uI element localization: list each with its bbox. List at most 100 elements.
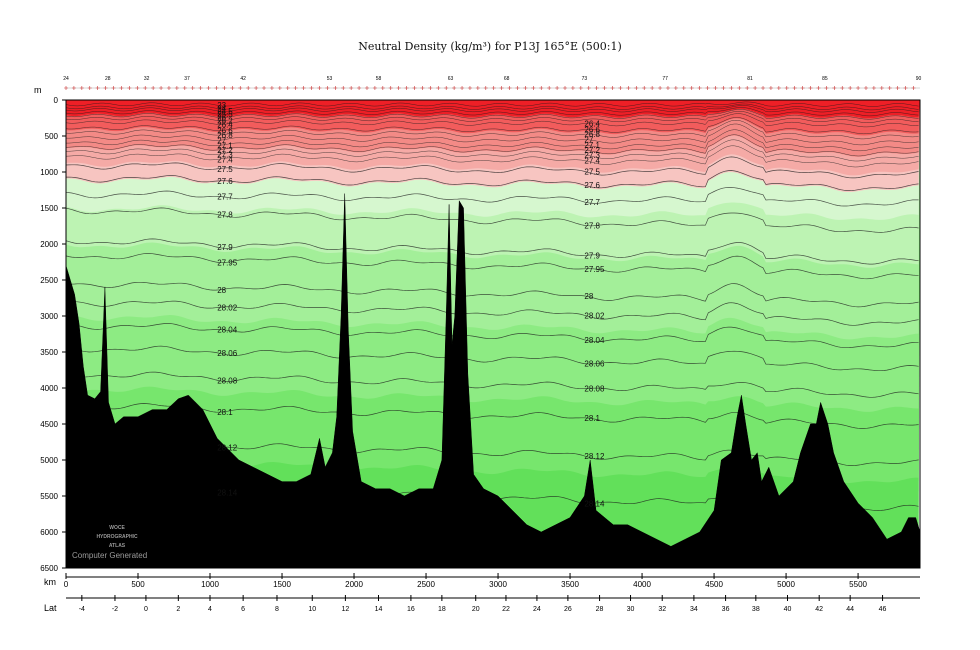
station-marker [800,86,805,90]
isopycnal-27-5 [66,156,919,179]
isopycnal-26-6 [66,117,919,135]
isopycnal-contours [66,101,919,511]
station-marker [840,86,845,90]
isopycnal-28-06 [66,345,919,372]
isopycnal-24-5 [66,105,919,113]
contour-label-28-14: 28.14 [584,499,605,508]
isopycnal-26-2 [66,111,919,123]
lat-tick-label: -2 [112,606,118,613]
station-marker [293,86,298,90]
lat-tick-label: 38 [752,606,760,613]
chart-title: Neutral Density (kg/m³) for P13J 165°E (… [358,40,622,53]
station-marker [143,86,148,90]
isopycnal-27-9 [66,238,919,265]
lat-tick-label: 10 [308,606,316,613]
y-tick-label: 2500 [40,276,58,285]
station-marker [111,86,116,90]
station-marker [721,86,726,90]
station-marker [911,86,916,90]
y-tick-label: 4000 [40,384,58,393]
station-marker [349,86,354,90]
contour-label-28-04: 28.04 [217,326,238,335]
station-label: 32 [144,76,150,82]
station-marker [531,86,536,90]
contour-label-27-4: 27.4 [217,156,233,165]
station-marker [602,86,607,90]
contour-label-27-7: 27.7 [217,192,233,201]
contour-label-27-9: 27.9 [217,243,233,252]
station-marker [460,86,465,90]
contour-label-28-14: 28.14 [217,489,238,498]
contour-label-26-8: 26.8 [584,130,600,139]
station-marker [863,86,868,90]
contour-label-27-8: 27.8 [584,221,600,230]
station-marker [79,86,84,90]
contour-label-26-8: 26.8 [217,131,233,140]
y-tick-label: 3000 [40,312,58,321]
station-marker [816,86,821,90]
station-marker [372,86,377,90]
isopycnal-27-3 [66,139,919,162]
station-marker [547,86,552,90]
lat-tick-label: 4 [208,606,212,613]
station-marker [317,86,322,90]
y-axis-label: m [34,85,42,95]
contour-label-27-95: 27.95 [584,265,605,274]
contour-label-24-5: 24.5 [217,107,233,116]
station-marker [452,86,457,90]
contour-label-27-9: 27.9 [584,251,600,260]
contour-label-27-2: 27.2 [584,146,600,155]
station-marker [539,86,544,90]
station-marker [87,86,92,90]
station-marker [436,86,441,90]
isopycnal-26 [66,109,919,120]
isopycnal-27-4 [66,145,919,168]
station-marker [285,86,290,90]
station-marker [737,86,742,90]
station-marker [103,86,108,90]
station-marker [135,86,140,90]
station-marker [95,86,100,90]
x-axis-label: km [44,577,56,587]
contour-label-27: 27 [584,136,593,145]
contour-label-28-1: 28.1 [217,408,233,417]
station-marker [428,86,433,90]
station-marker [412,86,417,90]
isopycnal-28-02 [66,300,919,326]
isopycnal-24 [66,103,919,111]
brand-line-2: HYDROGRAPHIC [96,534,138,540]
contour-label-28-02: 28.02 [217,304,238,313]
contour-label-25-5: 25.5 [217,110,233,119]
station-marker [396,86,401,90]
station-marker [127,86,132,90]
station-marker [357,86,362,90]
station-marker [198,86,203,90]
station-marker [388,86,393,90]
x-tick-label: 4000 [633,580,651,589]
x-tick-label: 0 [64,580,69,589]
station-marker [364,86,369,90]
lat-tick-label: 36 [722,606,730,613]
x-tick-label: 5500 [849,580,867,589]
woce-watermark: WOCE HYDROGRAPHIC ATLAS Computer Generat… [72,524,162,560]
x-tick-label: 3000 [489,580,507,589]
isopycnal-27-95 [66,253,919,280]
contour-label-27-4: 27.4 [584,157,600,166]
station-marker [903,86,908,90]
station-marker [705,86,710,90]
station-marker [254,86,259,90]
contour-label-28-12: 28.12 [584,452,605,461]
contour-label-26-6: 26.6 [217,127,233,136]
station-marker [768,86,773,90]
bathymetry-layer [66,193,920,568]
contour-labels: 232424.525.52626.226.426.626.82727.127.2… [217,101,605,508]
isopycnal-28-1 [66,403,919,429]
y-tick-label: 1500 [40,204,58,213]
lat-tick-label: 46 [879,606,887,613]
isopycnal-28 [66,281,919,308]
contour-label-27-2: 27.2 [217,146,233,155]
y-tick-label: 6000 [40,528,58,537]
contour-label-28-04: 28.04 [584,336,605,345]
y-tick-label: 6500 [40,564,58,573]
station-marker [634,86,639,90]
